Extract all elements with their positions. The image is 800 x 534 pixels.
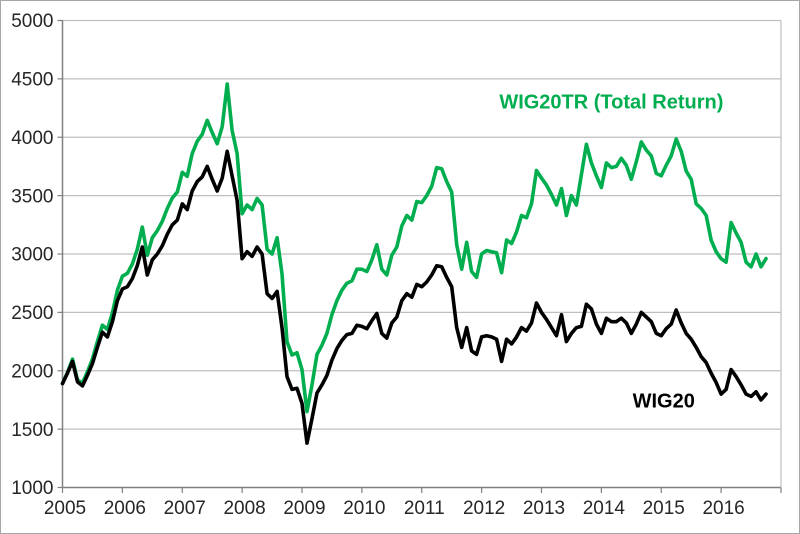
wig20tr-series-label: WIG20TR (Total Return) <box>499 91 723 113</box>
y-axis-tick-label: 4000 <box>11 128 53 149</box>
wig20-series-label: WIG20 <box>633 391 695 413</box>
x-axis-tick-label-2015: 2015 <box>643 498 685 519</box>
x-axis-tick-label-2012: 2012 <box>463 498 505 519</box>
x-axis-tick-label-2011: 2011 <box>404 498 445 519</box>
x-axis-tick-label-2009: 2009 <box>283 498 325 519</box>
x-axis-tick-label-2016: 2016 <box>702 498 744 519</box>
x-axis-tick-label-2007: 2007 <box>164 498 206 519</box>
x-axis-tick-label-2010: 2010 <box>343 498 385 519</box>
y-axis-tick-label: 4500 <box>11 70 53 91</box>
x-axis-tick-label-2008: 2008 <box>223 498 265 519</box>
x-axis-tick-label-2006: 2006 <box>104 498 146 519</box>
y-axis-tick-label: 1000 <box>11 478 53 499</box>
y-axis-tick-label: 2000 <box>11 361 53 382</box>
wig20-line <box>60 149 768 445</box>
x-axis-tick-label-2005: 2005 <box>44 498 86 519</box>
y-axis-tick-label: 1500 <box>11 420 53 441</box>
y-axis-tick-label: 3000 <box>11 245 53 266</box>
x-axis-tick-label-2013: 2013 <box>523 498 565 519</box>
x-axis-tick-label-2014: 2014 <box>583 498 626 519</box>
y-axis-tick-label: 2500 <box>11 303 53 324</box>
y-axis-tick-label: 5000 <box>11 11 53 32</box>
wig20tr-line <box>60 82 768 414</box>
y-axis-tick-label: 3500 <box>11 186 53 207</box>
